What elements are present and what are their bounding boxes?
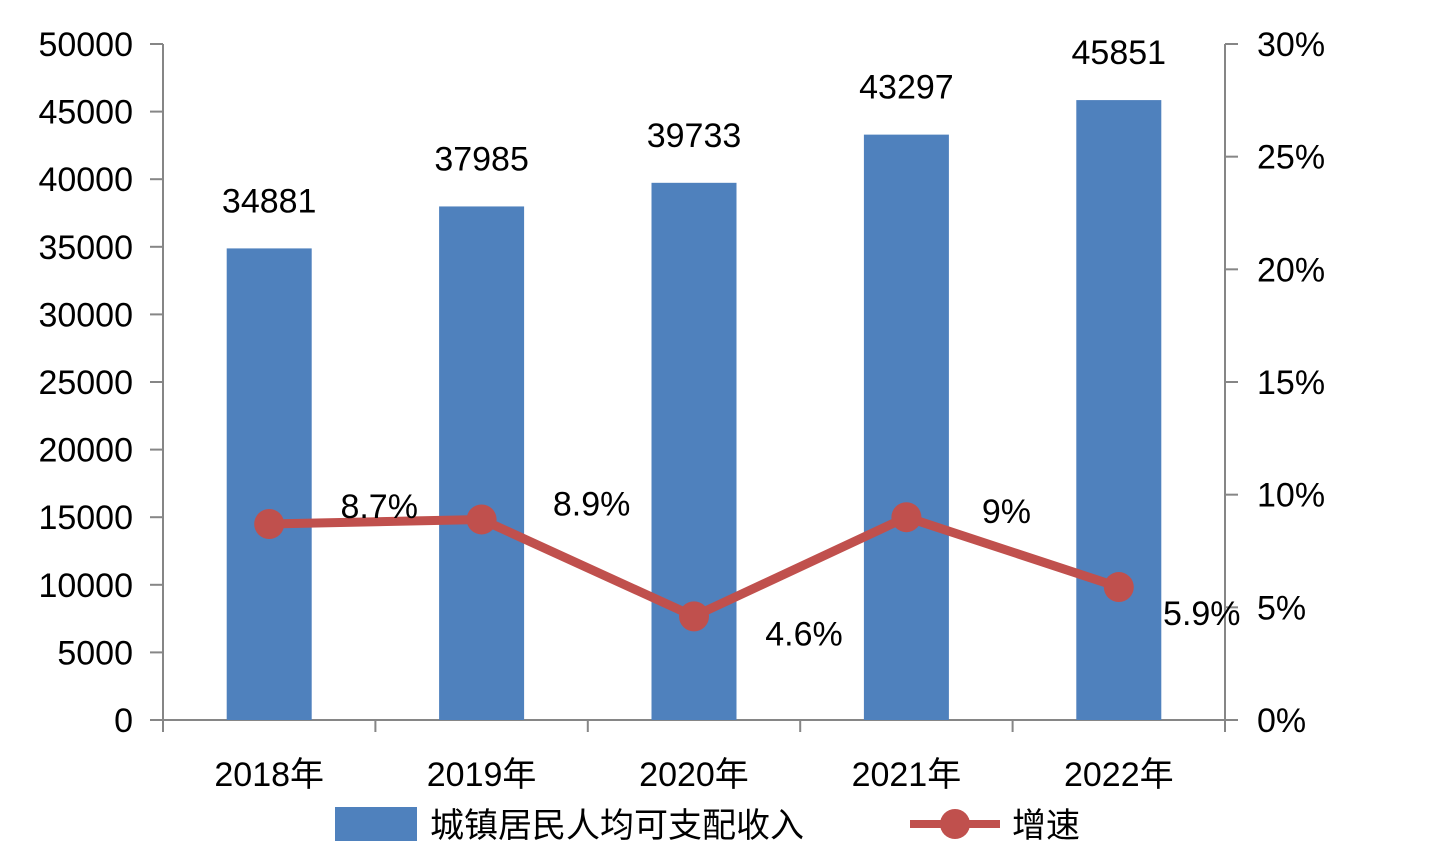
income-bar: [863, 134, 949, 720]
y-left-tick-label: 40000: [38, 161, 133, 199]
labels-layer: 34881 37985 39733 43297 45851 8.7% 8.9% 4.6% 9% 5…: [222, 34, 1241, 653]
y-left-tick-label: 35000: [38, 229, 133, 267]
y-right-tick-label: 0%: [1257, 702, 1306, 740]
legend-bar-swatch: [335, 807, 417, 841]
growth-value-label: 9%: [982, 493, 1031, 531]
growth-value-label: 5.9%: [1163, 595, 1241, 633]
line-layer: [254, 502, 1134, 632]
income-bar-value-label: 34881: [222, 182, 317, 220]
y-right-tick-label: 30%: [1257, 26, 1325, 64]
axes-layer: 0 5000 10000 15000 20000 25000 30000 35000 40000…: [38, 26, 1325, 794]
y-right-tick-label: 20%: [1257, 251, 1325, 289]
y-left-tick-label: 45000: [38, 94, 133, 132]
growth-point-marker: [679, 601, 709, 632]
x-tick-label: 2020年: [639, 756, 749, 794]
income-bar-value-label: 37985: [434, 140, 529, 178]
y-left-tick-label: 30000: [38, 296, 133, 334]
income-bar-value-label: 39733: [647, 117, 742, 155]
income-bar: [651, 182, 737, 721]
income-bar-value-label: 43297: [859, 69, 954, 107]
growth-point-marker: [466, 504, 497, 535]
legend-line-label: 增速: [1012, 806, 1080, 846]
income-bar: [1076, 100, 1162, 720]
growth-value-label: 4.6%: [765, 615, 843, 653]
y-left-tick-label: 15000: [38, 499, 133, 537]
bars-layer: [226, 100, 1162, 721]
y-right-tick-label: 25%: [1257, 139, 1325, 177]
legend: 城镇居民人均可支配收入 增速: [335, 806, 1080, 846]
y-left-tick-label: 10000: [38, 567, 133, 605]
y-right-tick-label: 15%: [1257, 364, 1325, 402]
y-left-tick-label: 50000: [38, 26, 133, 64]
y-left-tick-label: 0: [114, 702, 133, 740]
growth-point-marker: [891, 502, 922, 533]
x-tick-label: 2022年: [1064, 756, 1174, 794]
x-tick-label: 2018年: [214, 756, 324, 794]
growth-point-marker: [1103, 572, 1134, 603]
growth-point-marker: [254, 508, 285, 539]
legend-line-marker: [940, 809, 970, 839]
growth-value-label: 8.7%: [340, 488, 418, 526]
y-right-tick-label: 10%: [1257, 477, 1325, 515]
x-tick-label: 2021年: [852, 756, 962, 794]
legend-bar-label: 城镇居民人均可支配收入: [430, 806, 804, 846]
x-tick-label: 2019年: [427, 756, 537, 794]
y-left-tick-label: 5000: [57, 634, 133, 672]
growth-value-label: 8.9%: [553, 485, 631, 523]
y-right-tick-label: 5%: [1257, 589, 1306, 627]
y-left-tick-label: 20000: [38, 432, 133, 470]
income-bar: [226, 248, 312, 720]
income-bar-value-label: 45851: [1072, 34, 1167, 72]
income-bar: [439, 206, 525, 720]
y-left-tick-label: 25000: [38, 364, 133, 402]
